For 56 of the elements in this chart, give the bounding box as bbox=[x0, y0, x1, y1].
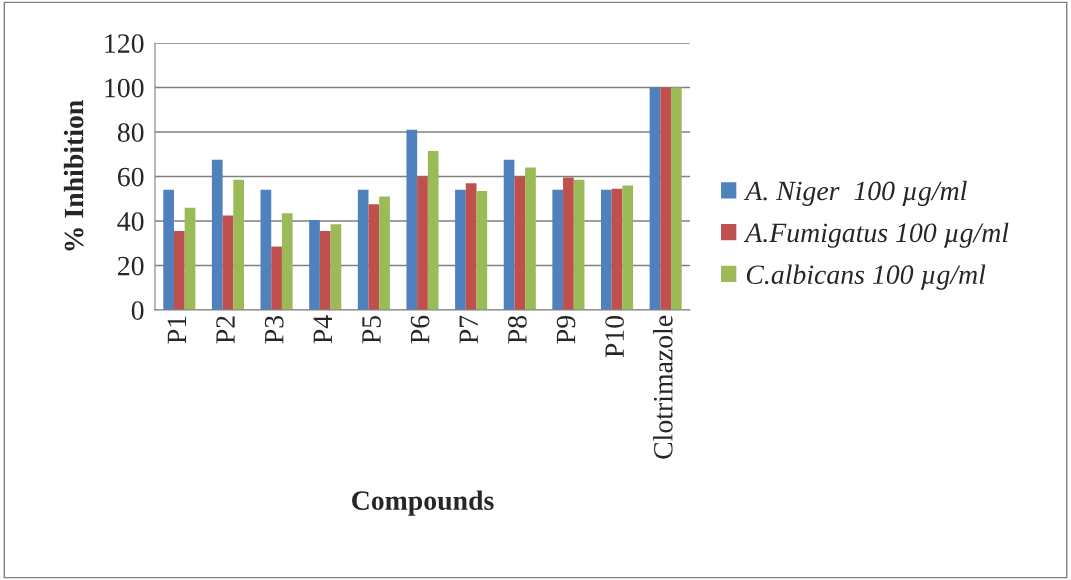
bar bbox=[671, 87, 682, 310]
bar bbox=[163, 189, 174, 310]
legend-label: A.Fumigatus 100 µg/ml bbox=[743, 222, 1009, 248]
bar bbox=[330, 224, 342, 310]
bar bbox=[427, 150, 439, 310]
y-tick-label: 20 bbox=[118, 256, 144, 276]
y-tick-label: 80 bbox=[117, 123, 144, 142]
bar bbox=[455, 189, 466, 310]
y-tick-label: 100 bbox=[105, 78, 144, 98]
bar bbox=[649, 87, 661, 310]
x-tick-label: P9 bbox=[556, 316, 576, 344]
bar bbox=[368, 204, 380, 310]
bar bbox=[260, 189, 272, 310]
y-tick-label: 40 bbox=[117, 212, 144, 231]
y-tick-label: 60 bbox=[118, 167, 144, 187]
x-tick-label: P1 bbox=[167, 316, 186, 344]
bar bbox=[406, 129, 418, 310]
x-tick-label: P6 bbox=[410, 315, 430, 344]
bar bbox=[514, 176, 526, 310]
legend-label: A. Niger 100 µg/ml bbox=[743, 180, 967, 206]
x-tick-label: P5 bbox=[362, 315, 381, 344]
x-tick-label: P7 bbox=[459, 315, 478, 344]
bar bbox=[417, 176, 428, 310]
bar bbox=[476, 190, 488, 310]
x-tick-label: P10 bbox=[605, 315, 624, 358]
bar bbox=[233, 179, 244, 310]
legend-label: C.albicans 100 µg/ml bbox=[746, 264, 986, 290]
x-tick-label: P3 bbox=[264, 315, 284, 344]
y-tick-label: 120 bbox=[105, 34, 144, 53]
bar bbox=[503, 159, 515, 310]
bar bbox=[563, 177, 574, 310]
bar bbox=[601, 189, 612, 310]
bar bbox=[465, 183, 477, 310]
bar bbox=[222, 215, 234, 310]
bar bbox=[184, 207, 196, 310]
bar bbox=[611, 188, 623, 310]
y-tick-label: 0 bbox=[131, 301, 144, 320]
bar bbox=[309, 219, 320, 310]
bar bbox=[281, 213, 293, 310]
bar bbox=[525, 167, 536, 310]
bar bbox=[211, 159, 223, 310]
bar bbox=[357, 189, 369, 310]
x-tick-label: P2 bbox=[216, 316, 235, 344]
bar bbox=[379, 196, 390, 310]
bar bbox=[271, 246, 282, 310]
y-axis-title: % Inhibition bbox=[63, 100, 84, 251]
bar bbox=[552, 189, 564, 310]
bar bbox=[573, 179, 585, 310]
bar bbox=[319, 231, 331, 310]
bar bbox=[173, 231, 185, 310]
x-axis-title: Compounds bbox=[352, 490, 494, 516]
x-tick-label: P4 bbox=[313, 315, 332, 344]
bar bbox=[622, 185, 634, 310]
bar bbox=[660, 87, 672, 310]
x-tick-label: P8 bbox=[507, 315, 527, 344]
x-tick-label: Clotrimazole bbox=[653, 315, 673, 459]
